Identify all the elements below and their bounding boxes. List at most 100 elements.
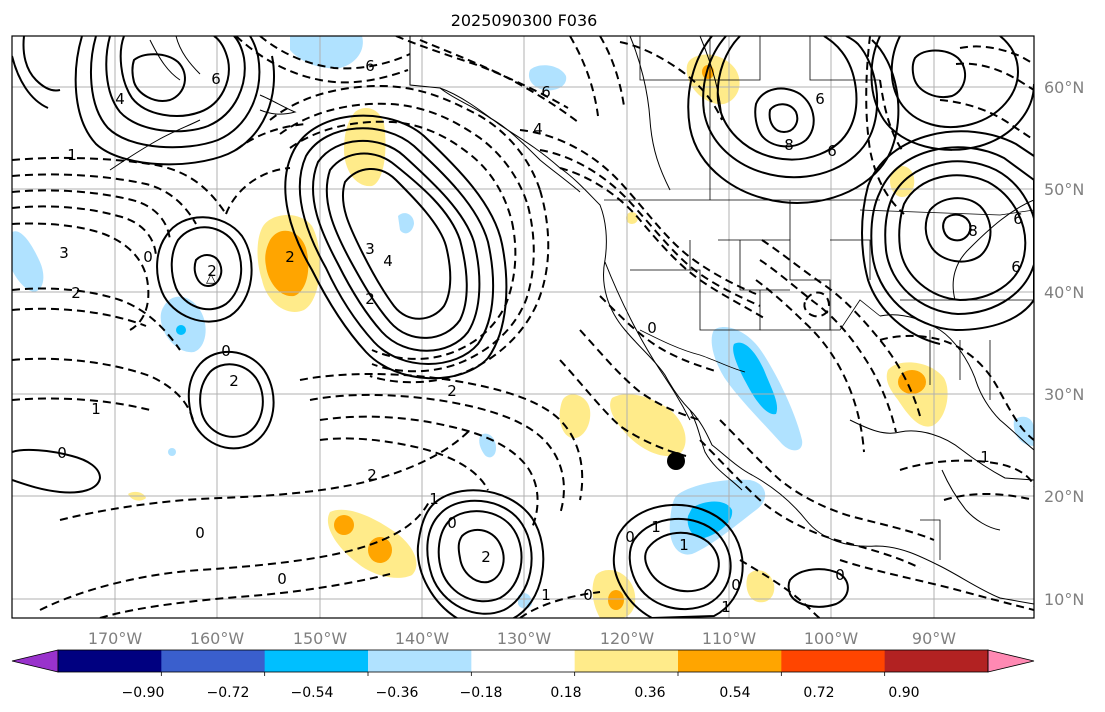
latitude-label: 60°N <box>1044 78 1084 97</box>
contour-label: 2 <box>207 262 217 280</box>
colorbar-max-extension <box>987 649 1035 673</box>
location-marker <box>667 452 685 470</box>
graticule <box>12 36 1034 618</box>
contour-label: 0 <box>277 570 287 588</box>
contour-labels: 6 4 6 1 6 6 4 8 8 6 6 3 2 0 2 2 4 3 2 0 … <box>57 57 1023 616</box>
colorbar-segment <box>574 650 679 672</box>
contour-label: 0 <box>647 319 657 337</box>
contour-label: 1 <box>429 490 439 508</box>
political-borders <box>604 36 1034 560</box>
contour-label: 0 <box>835 566 845 584</box>
contour-label: 1 <box>91 400 101 418</box>
colorbar-tick-label: −0.18 <box>460 685 503 701</box>
contour-label: 6 <box>211 70 221 88</box>
map-frame <box>11 35 1035 619</box>
negative-anomaly-core <box>687 501 733 539</box>
contour-label: 6 <box>815 90 825 108</box>
map-panel: 6 4 6 1 6 6 4 8 8 6 6 3 2 0 2 2 4 3 2 0 … <box>12 36 1034 618</box>
longitude-label: 130°W <box>497 629 552 648</box>
longitude-label: 90°W <box>912 629 956 648</box>
latitude-label: 10°N <box>1044 590 1084 609</box>
latitude-labels: 60°N 50°N 40°N 30°N 20°N 10°N <box>1044 78 1084 609</box>
colorbar-tick-label: 0.54 <box>719 685 750 701</box>
contour-label: 2 <box>365 290 375 308</box>
negative-anomaly-core <box>733 342 778 415</box>
contour-label: 2 <box>285 248 295 266</box>
latitude-label: 20°N <box>1044 487 1084 506</box>
colorbar-tick-label: −0.72 <box>207 685 250 701</box>
latitude-label: 50°N <box>1044 180 1084 199</box>
colorbar-tick-label: 0.18 <box>550 685 581 701</box>
latitude-label: 30°N <box>1044 385 1084 404</box>
contour-label: 0 <box>625 528 635 546</box>
negative-anomaly-core <box>176 325 186 335</box>
colorbar-min-extension <box>11 649 59 673</box>
contour-label: 1 <box>651 518 661 536</box>
negative-anomaly-area <box>528 65 567 91</box>
colorbar-segment <box>471 650 576 672</box>
contour-label: 0 <box>57 444 67 462</box>
contour-label: 4 <box>533 120 543 138</box>
longitude-labels: 170°W 160°W 150°W 140°W 130°W 120°W 110°… <box>88 629 956 648</box>
colorbar <box>11 649 1035 676</box>
figure-title: 2025090300 F036 <box>451 11 598 30</box>
colorbar-segment <box>161 650 266 672</box>
contour-label: 3 <box>59 244 69 262</box>
colorbar-tick-label: −0.36 <box>376 685 419 701</box>
contour-label: 1 <box>980 448 990 466</box>
colorbar-segment <box>264 650 369 672</box>
colorbar-tick-labels: −0.90 −0.72 −0.54 −0.36 −0.18 0.18 0.36 … <box>122 685 920 701</box>
colorbar-tick-label: 0.90 <box>888 685 919 701</box>
positive-anomaly-area <box>344 108 386 187</box>
longitude-label: 170°W <box>88 629 143 648</box>
contour-label: 0 <box>731 576 741 594</box>
contour-label: 0 <box>221 342 231 360</box>
positive-anomaly-area <box>686 54 740 105</box>
contour-label: 6 <box>827 142 837 160</box>
positive-anomaly-area <box>746 570 775 603</box>
positive-anomaly-core <box>265 230 309 297</box>
positive-anomaly-core <box>334 515 354 535</box>
low-center-marker: △ <box>206 271 216 286</box>
longitude-label: 160°W <box>190 629 245 648</box>
longitude-label: 100°W <box>804 629 859 648</box>
negative-anomaly-area <box>398 213 414 234</box>
contour-label: 0 <box>143 248 153 266</box>
contour-label: 3 <box>365 240 375 258</box>
positive-anomaly-core <box>608 590 624 610</box>
colorbar-tick-label: −0.54 <box>291 685 334 701</box>
contour-label: 1 <box>679 536 689 554</box>
contour-label: 4 <box>115 90 125 108</box>
contour-label: 0 <box>195 524 205 542</box>
positive-anomaly-core <box>368 537 392 563</box>
negative-anomaly-area <box>12 231 44 292</box>
colorbar-segment <box>781 650 886 672</box>
contour-label: 6 <box>1013 210 1023 228</box>
contour-label: 2 <box>367 466 377 484</box>
contour-label: 8 <box>784 136 794 154</box>
longitude-label: 110°W <box>702 629 757 648</box>
contour-label: 4 <box>383 252 393 270</box>
colorbar-segment <box>58 650 162 672</box>
positive-anomaly-area <box>626 212 638 224</box>
colorbar-tick-label: 0.36 <box>634 685 665 701</box>
colorbar-frame <box>57 649 989 673</box>
latitude-label: 40°N <box>1044 283 1084 302</box>
contour-label: 1 <box>541 586 551 604</box>
colorbar-segment <box>368 650 472 672</box>
contour-label: 6 <box>365 57 375 75</box>
contour-label: 6 <box>1011 258 1021 276</box>
contour-label: 2 <box>71 284 81 302</box>
contour-label: 0 <box>447 514 457 532</box>
contour-label: 0 <box>583 586 593 604</box>
colorbar-segment <box>678 650 782 672</box>
longitude-label: 140°W <box>395 629 450 648</box>
contour-label: 1 <box>67 146 77 164</box>
colorbar-segment <box>884 650 989 672</box>
negative-contours <box>12 36 1034 618</box>
colorbar-tick-label: −0.90 <box>122 685 165 701</box>
longitude-label: 120°W <box>600 629 655 648</box>
longitude-label: 150°W <box>293 629 348 648</box>
contour-label: 8 <box>968 222 978 240</box>
